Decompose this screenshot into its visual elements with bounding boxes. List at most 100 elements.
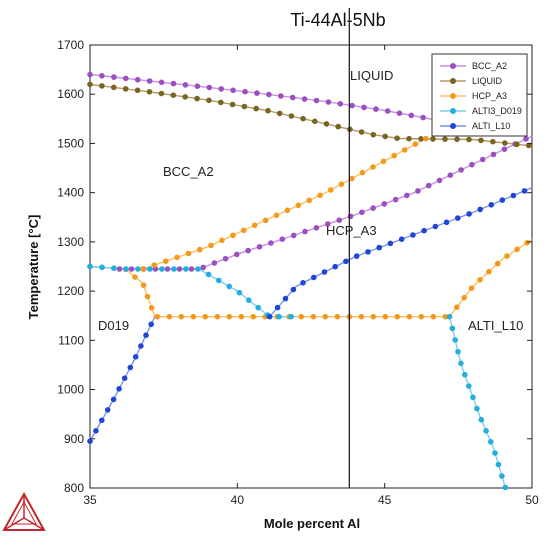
data-point-bcc-a2 [302, 228, 308, 235]
data-point-alti-l10 [432, 223, 439, 230]
data-point-hcp-a3 [382, 313, 389, 320]
data-point-liquid [312, 118, 318, 125]
data-point-hcp-a3 [461, 294, 468, 301]
data-point-hcp-a3 [202, 313, 209, 320]
data-point-bcc-a2 [490, 151, 497, 158]
data-point-bcc-a2 [230, 87, 236, 94]
region-label-d019: D019 [98, 318, 129, 333]
data-point-bcc-a2 [268, 240, 274, 246]
y-tick-label: 1200 [57, 284, 84, 298]
y-tick-label: 1100 [58, 333, 84, 347]
legend-marker-bcc-a2 [450, 63, 456, 69]
data-point-bcc-a2 [396, 110, 403, 116]
legend-marker-alti3-d019 [450, 108, 456, 114]
data-point-alti-l10 [353, 253, 360, 259]
data-point-hcp-a3 [238, 313, 245, 320]
data-point-liquid [206, 97, 212, 104]
data-point-alti3-d019 [159, 266, 165, 272]
data-point-hcp-a3 [151, 262, 158, 268]
data-point-bcc-a2 [479, 156, 486, 163]
data-point-alti-l10 [521, 188, 528, 194]
data-point-liquid [276, 110, 283, 117]
data-point-alti-l10 [466, 211, 472, 217]
data-point-alti3-d019 [226, 283, 232, 290]
data-point-liquid [394, 135, 400, 141]
data-point-alti-l10 [510, 192, 517, 199]
y-tick-label: 800 [64, 481, 84, 495]
data-point-alti3-d019 [123, 266, 129, 272]
data-point-alti3-d019 [455, 348, 461, 355]
data-point-hcp-a3 [454, 304, 460, 311]
data-point-liquid [335, 123, 342, 130]
data-point-alti3-d019 [492, 450, 498, 456]
data-point-hcp-a3 [486, 268, 492, 275]
data-point-alti-l10 [421, 227, 427, 234]
data-point-liquid [288, 113, 295, 119]
legend-box [431, 53, 528, 137]
data-point-alti-l10 [127, 364, 134, 371]
data-point-bcc-a2 [392, 196, 399, 203]
legend-marker-liquid [450, 78, 456, 84]
data-point-alti-l10 [311, 274, 317, 281]
data-point-bcc-a2 [523, 136, 529, 142]
data-point-liquid [478, 137, 484, 144]
legend-marker-hcp-a3 [450, 93, 456, 99]
x-tick-label: 45 [378, 493, 392, 507]
data-point-alti3-d019 [205, 271, 212, 278]
data-point-bcc-a2 [420, 114, 426, 121]
y-tick-label: 1700 [57, 38, 84, 52]
data-point-alti3-d019 [462, 371, 468, 378]
data-point-hcp-a3 [514, 246, 520, 253]
data-point-alti-l10 [376, 244, 383, 251]
region-label-bcc-a2: BCC_A2 [163, 164, 214, 179]
data-point-alti-l10 [282, 295, 289, 302]
data-point-bcc-a2 [111, 74, 117, 80]
data-point-bcc-a2 [256, 244, 263, 250]
data-point-bcc-a2 [436, 177, 443, 184]
data-point-hcp-a3 [230, 232, 236, 239]
data-point-hcp-a3 [430, 313, 437, 320]
y-axis-label: Temperature [°C] [26, 215, 41, 320]
data-point-bcc-a2 [469, 161, 475, 168]
data-point-bcc-a2 [211, 260, 218, 266]
data-point-liquid [218, 99, 224, 106]
legend-label-bcc-a2: BCC_A2 [472, 61, 507, 71]
x-tick-label: 50 [525, 493, 539, 507]
data-point-bcc-a2 [501, 146, 508, 152]
data-point-bcc-a2 [234, 251, 240, 258]
data-point-liquid [99, 83, 105, 89]
y-tick-label: 1300 [57, 235, 84, 249]
data-point-alti3-d019 [502, 484, 509, 491]
data-point-bcc-a2 [458, 167, 464, 173]
data-point-alti3-d019 [236, 289, 243, 296]
data-point-hcp-a3 [144, 293, 151, 300]
data-point-hcp-a3 [163, 258, 169, 265]
data-point-liquid [358, 129, 365, 135]
data-point-alti-l10 [443, 219, 450, 226]
data-point-bcc-a2 [301, 96, 308, 102]
data-point-hcp-a3 [241, 227, 247, 234]
data-point-alti3-d019 [99, 264, 105, 271]
data-point-hcp-a3 [208, 242, 214, 249]
data-point-alti3-d019 [483, 428, 489, 434]
legend-label-hcp-a3: HCP_A3 [472, 91, 507, 101]
data-point-hcp-a3 [358, 313, 365, 320]
data-point-alti3-d019 [171, 266, 177, 272]
data-point-alti-l10 [455, 215, 461, 221]
data-point-alti3-d019 [246, 297, 252, 304]
data-point-hcp-a3 [349, 175, 355, 182]
data-point-alti3-d019 [276, 313, 282, 320]
data-point-liquid [87, 81, 93, 88]
data-point-hcp-a3 [370, 313, 377, 320]
data-point-hcp-a3 [310, 313, 317, 320]
data-point-alti-l10 [87, 438, 93, 445]
data-point-alti-l10 [93, 428, 99, 434]
chart-title: Ti-44Al-5Nb [290, 10, 385, 30]
data-point-bcc-a2 [381, 201, 388, 207]
data-point-alti3-d019 [458, 360, 464, 367]
data-point-hcp-a3 [140, 282, 147, 289]
data-point-liquid [111, 84, 117, 91]
data-point-bcc-a2 [313, 97, 320, 104]
data-point-hcp-a3 [140, 266, 146, 272]
data-point-bcc-a2 [279, 236, 286, 242]
